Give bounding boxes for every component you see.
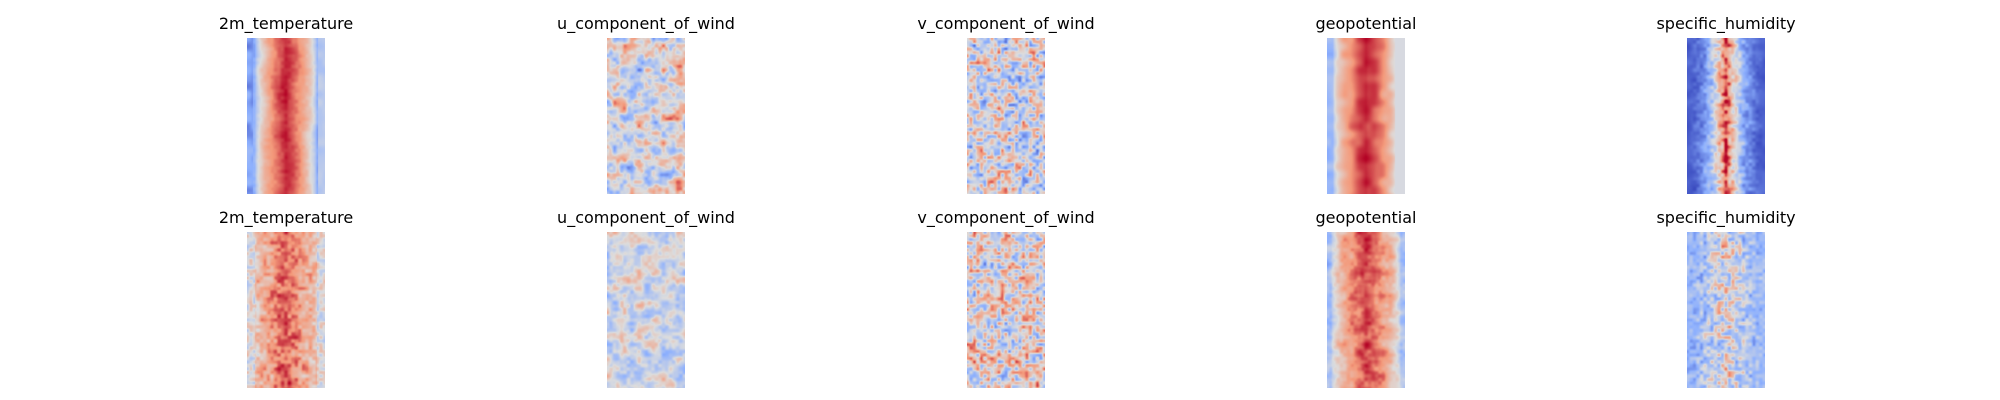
- heatmap-panel: u_component_of_wind: [557, 14, 735, 194]
- heatmap-image: [1687, 232, 1765, 388]
- heatmap-panel: 2m_temperature: [219, 208, 353, 388]
- heatmap-image: [1327, 38, 1405, 194]
- heatmap-panel: v_component_of_wind: [917, 14, 1095, 194]
- heatmap-image: [607, 232, 685, 388]
- panel-title: geopotential: [1315, 208, 1417, 227]
- heatmap-panel: specific_humidity: [1656, 208, 1796, 388]
- panel-title: 2m_temperature: [218, 208, 354, 227]
- heatmap-image: [247, 38, 325, 194]
- heatmap-panel: geopotential: [1316, 14, 1416, 194]
- heatmap-image: [967, 38, 1045, 194]
- panel-title: v_component_of_wind: [917, 14, 1095, 33]
- panel-title: u_component_of_wind: [557, 14, 735, 33]
- panel-title: geopotential: [1315, 14, 1417, 33]
- heatmap-image: [247, 232, 325, 388]
- heatmap-panel: u_component_of_wind: [557, 208, 735, 388]
- heatmap-panel: v_component_of_wind: [917, 208, 1095, 388]
- heatmap-panel: 2m_temperature: [219, 14, 353, 194]
- panel-title: 2m_temperature: [218, 14, 354, 33]
- panel-title: u_component_of_wind: [557, 208, 735, 227]
- heatmap-panel: geopotential: [1316, 208, 1416, 388]
- heatmap-image: [967, 232, 1045, 388]
- panel-title: specific_humidity: [1656, 208, 1796, 227]
- panel-title: v_component_of_wind: [917, 208, 1095, 227]
- heatmap-image: [1687, 38, 1765, 194]
- panel-title: specific_humidity: [1656, 14, 1796, 33]
- heatmap-image: [607, 38, 685, 194]
- heatmap-image: [1327, 232, 1405, 388]
- heatmap-panel: specific_humidity: [1656, 14, 1796, 194]
